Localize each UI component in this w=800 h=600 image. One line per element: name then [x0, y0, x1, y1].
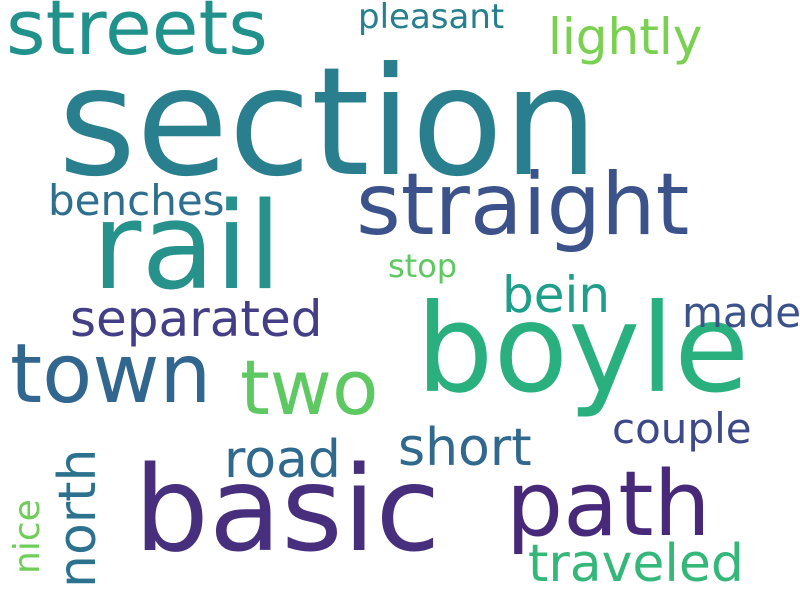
word-streets: streets [6, 0, 268, 72]
word-couple: couple [612, 404, 752, 453]
word-basic: basic [134, 440, 441, 578]
word-benches: benches [48, 176, 225, 225]
word-north: north [48, 448, 108, 589]
word-town: town [10, 327, 212, 422]
word-short: short [398, 418, 532, 478]
word-lightly: lightly [548, 8, 703, 66]
word-stop: stop [388, 247, 458, 285]
word-straight: straight [356, 155, 690, 255]
word-pleasant: pleasant [358, 0, 505, 37]
word-boyle: boyle [416, 278, 750, 420]
word-made: made [682, 288, 800, 337]
word-section: section [58, 36, 599, 210]
word-path: path [506, 452, 711, 557]
word-two: two [240, 343, 379, 432]
word-rail: rail [92, 178, 282, 317]
word-nice: nice [7, 499, 48, 574]
word-traveled: traveled [528, 534, 744, 594]
word-bein: bein [502, 266, 611, 324]
word-road: road [224, 430, 341, 490]
word-separated: separated [70, 290, 323, 348]
